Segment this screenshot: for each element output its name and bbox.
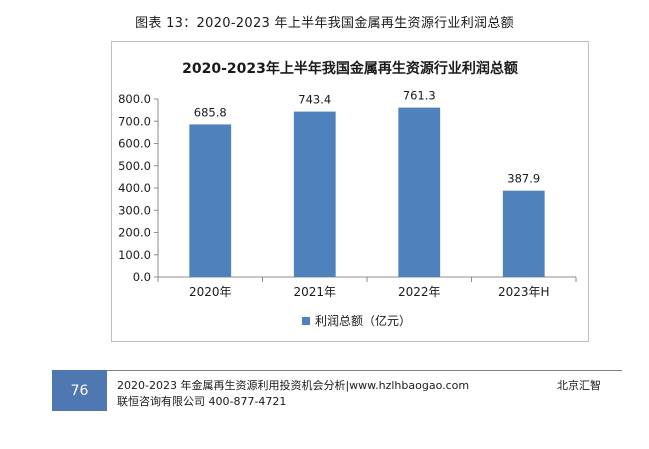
- legend-label: 利润总额（亿元）: [315, 313, 411, 328]
- footer-company-contact: 联恒咨询有限公司 400-877-4721: [117, 395, 287, 408]
- footer-divider: [52, 370, 622, 371]
- data-label: 685.8: [194, 105, 227, 119]
- bar-2023年H: [502, 190, 545, 277]
- footer-report-title: 2020-2023 年金属再生资源利用投资机会分析|www.hzlhbaogao…: [117, 379, 470, 392]
- page-number: 76: [70, 382, 89, 399]
- bars: 685.8 743.4 761.3 387.9: [189, 89, 545, 277]
- data-label: 743.4: [298, 93, 331, 107]
- x-axis: 2020年 2021年 2022年 2023年H: [157, 276, 577, 299]
- bar-chart: 2020-2023年上半年我国金属再生资源行业利润总额 0.0 100.0 200.…: [118, 60, 577, 328]
- y-tick-label: 0.0: [133, 270, 151, 284]
- y-tick-label: 100.0: [118, 248, 151, 262]
- page-number-badge: 76: [52, 370, 107, 411]
- y-tick-label: 400.0: [118, 181, 151, 195]
- y-tick-label: 500.0: [118, 159, 151, 173]
- x-tick-label: 2022年: [398, 285, 441, 299]
- y-tick-label: 800.0: [118, 92, 151, 106]
- legend-swatch: [302, 317, 310, 325]
- bar-2022年: [398, 107, 441, 277]
- x-tick-label: 2023年H: [498, 285, 550, 299]
- data-label: 761.3: [403, 89, 436, 103]
- bar-2021年: [293, 111, 336, 277]
- chart-title: 2020-2023年上半年我国金属再生资源行业利润总额: [182, 60, 518, 77]
- y-tick-label: 300.0: [118, 203, 151, 217]
- footer-brand: 北京汇智: [557, 379, 601, 392]
- y-axis: 0.0 100.0 200.0 300.0 400.0 500.0 600.0 700.0 80…: [118, 92, 159, 284]
- x-tick-label: 2020年: [189, 285, 232, 299]
- data-label: 387.9: [507, 172, 540, 186]
- y-tick-label: 200.0: [118, 226, 151, 240]
- legend: 利润总额（亿元）: [302, 313, 411, 328]
- y-tick-label: 600.0: [118, 137, 151, 151]
- chart-frame: 2020-2023年上半年我国金属再生资源行业利润总额 0.0 100.0 200.…: [111, 41, 589, 342]
- y-tick-label: 700.0: [118, 114, 151, 128]
- x-tick-label: 2021年: [293, 285, 336, 299]
- figure-caption: 图表 13：2020-2023 年上半年我国金属再生资源行业利润总额: [135, 16, 514, 31]
- bar-2020年: [189, 124, 232, 277]
